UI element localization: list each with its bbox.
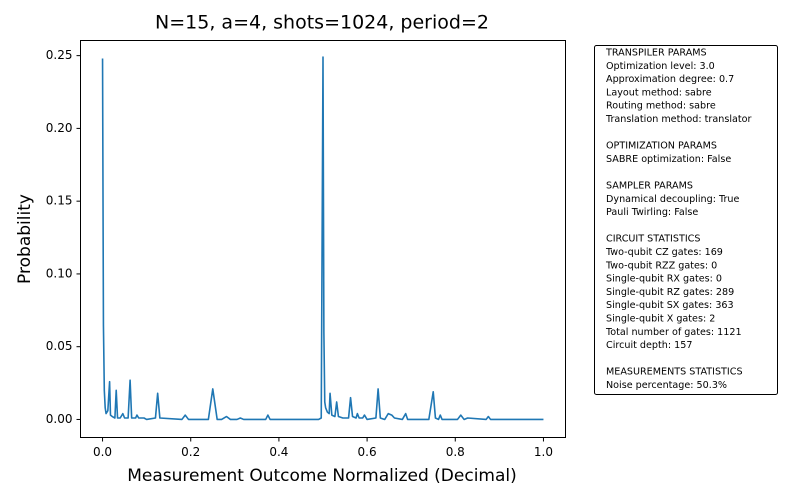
info-line: Single-qubit X gates: 2 [606, 314, 715, 325]
info-line: Routing method: sabre [606, 101, 716, 112]
info-line: SABRE optimization: False [606, 154, 731, 165]
y-tick-label: 0.00 [46, 412, 73, 426]
info-heading: TRANSPILER PARAMS [605, 48, 707, 59]
info-line: Layout method: sabre [606, 87, 712, 98]
info-heading: MEASUREMENTS STATISTICS [606, 367, 743, 378]
x-tick-label: 0.8 [446, 445, 465, 459]
info-line: Two-qubit RZZ gates: 0 [605, 260, 717, 271]
info-line: Optimization level: 3.0 [606, 61, 715, 72]
x-tick-label: 0.4 [269, 445, 288, 459]
info-heading: OPTIMIZATION PARAMS [606, 141, 717, 152]
info-line: Noise percentage: 50.3% [606, 380, 727, 391]
info-line: Approximation degree: 0.7 [606, 74, 734, 85]
info-line: Circuit depth: 157 [606, 340, 692, 351]
info-heading: CIRCUIT STATISTICS [606, 234, 700, 245]
x-axis-label: Measurement Outcome Normalized (Decimal) [127, 466, 517, 486]
info-line: Dynamical decoupling: True [606, 194, 739, 205]
info-line: Pauli Twirling: False [606, 207, 698, 218]
info-line: Translation method: translator [605, 114, 751, 125]
y-tick-label: 0.25 [46, 48, 73, 62]
info-line: Total number of gates: 1121 [605, 327, 742, 338]
info-line: Single-qubit SX gates: 363 [606, 300, 734, 311]
info-box [594, 45, 778, 395]
y-tick-label: 0.05 [46, 339, 73, 353]
x-tick-label: 0.6 [358, 445, 377, 459]
y-tick-label: 0.20 [46, 121, 73, 135]
plot-frame [80, 40, 566, 438]
y-axis-label: Probability [15, 194, 35, 284]
y-tick-label: 0.15 [46, 194, 73, 208]
info-line: Single-qubit RZ gates: 289 [606, 287, 734, 298]
chart-title: N=15, a=4, shots=1024, period=2 [155, 12, 489, 34]
info-heading: SAMPLER PARAMS [606, 181, 693, 192]
x-tick-label: 0.0 [93, 445, 112, 459]
x-tick-label: 1.0 [534, 445, 553, 459]
info-line: Single-qubit RX gates: 0 [606, 274, 722, 285]
y-tick-label: 0.10 [46, 266, 73, 280]
x-tick-label: 0.2 [181, 445, 200, 459]
info-line: Two-qubit CZ gates: 169 [605, 247, 723, 258]
data-line [101, 56, 544, 421]
